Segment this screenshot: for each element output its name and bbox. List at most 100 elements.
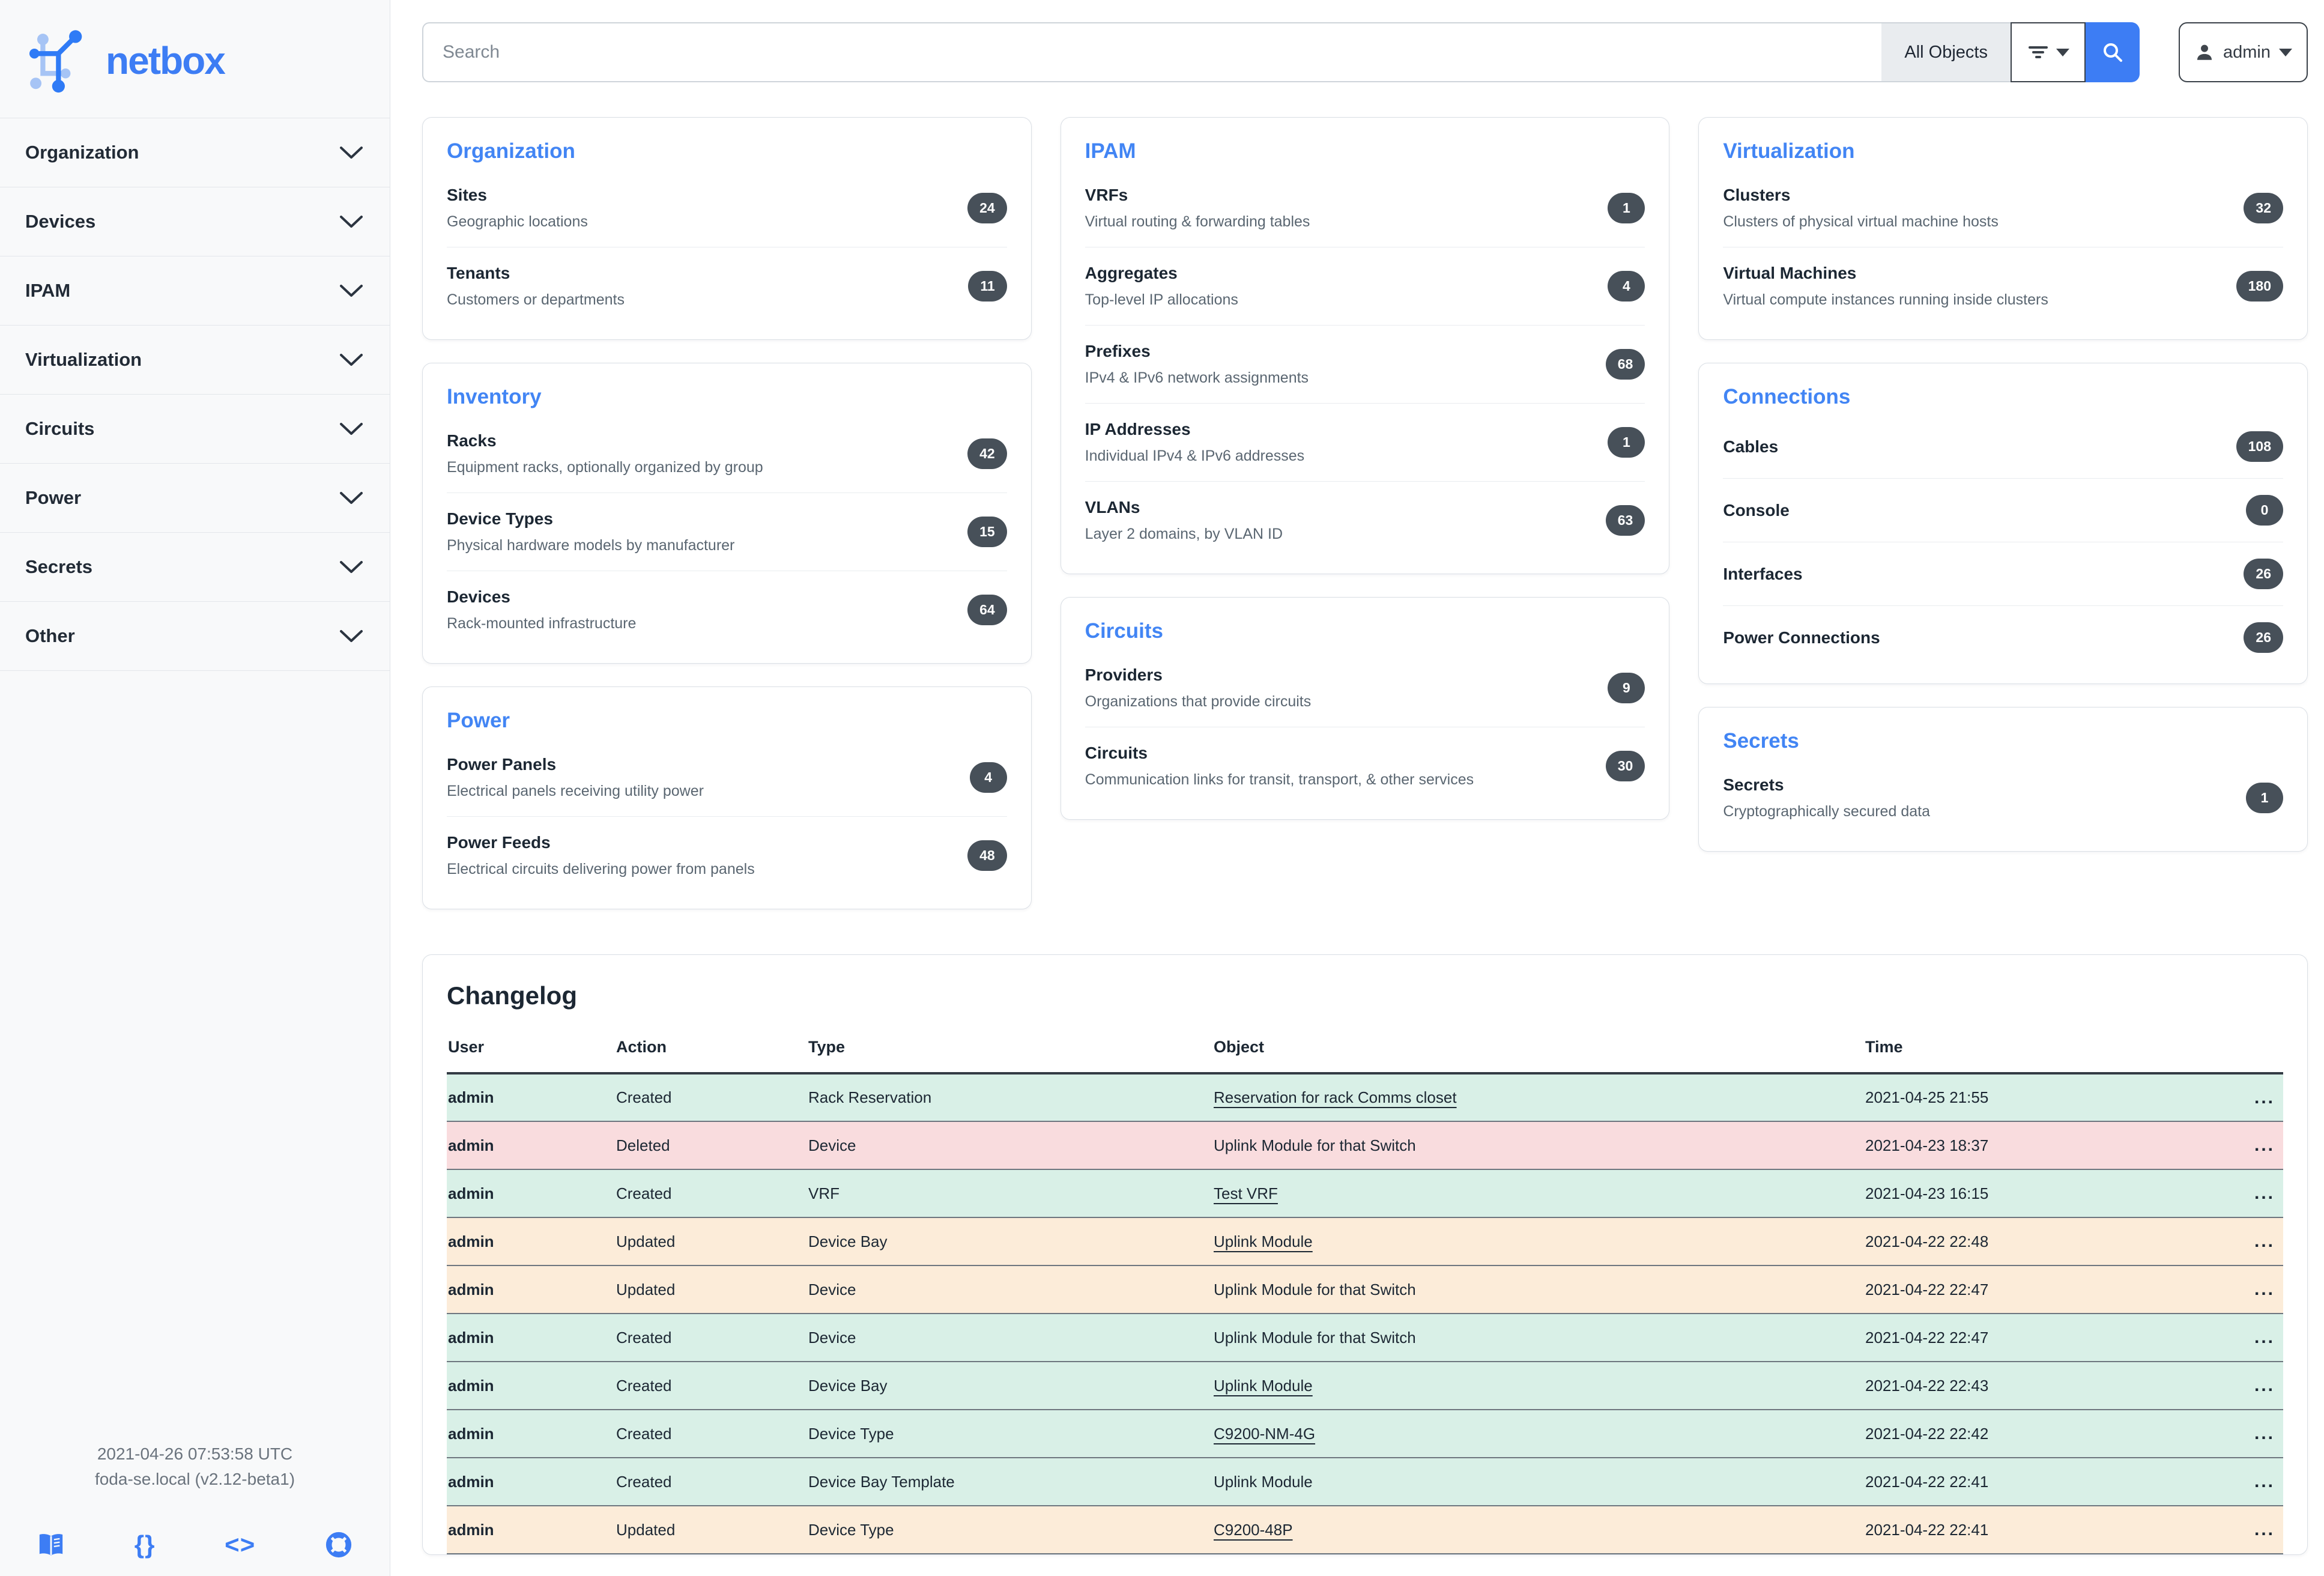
card-item-link[interactable]: Aggregates [1085,264,1178,282]
sidebar-item-circuits[interactable]: Circuits [0,395,390,464]
cell-user: admin [448,1328,494,1347]
card-item-link[interactable]: Providers [1085,665,1163,684]
row-actions-ellipsis[interactable]: ... [2254,1087,2275,1108]
card-item-link[interactable]: Console [1723,500,1790,520]
row-actions-ellipsis[interactable]: ... [2254,1279,2275,1299]
row-actions-ellipsis[interactable]: ... [2254,1183,2275,1203]
rest-api-braces-icon[interactable]: {} [135,1530,156,1559]
count-badge[interactable]: 1 [2246,783,2284,813]
count-badge[interactable]: 26 [2244,622,2284,653]
card-item-link[interactable]: Power Feeds [447,833,551,852]
search-input[interactable] [422,22,1882,82]
card-item-power-connections: Power Connections 26 [1723,605,2284,669]
card-item-link[interactable]: Prefixes [1085,342,1151,360]
row-actions-ellipsis[interactable]: ... [2254,1231,2275,1251]
card-item-link[interactable]: Power Panels [447,755,557,774]
count-badge[interactable]: 63 [1605,505,1645,536]
dashboard-grid: Organization Sites Geographic locations 24 T… [422,117,2308,909]
row-actions-ellipsis[interactable]: ... [2254,1520,2275,1539]
object-link[interactable]: Uplink Module [1214,1376,1313,1395]
sidebar-item-devices[interactable]: Devices [0,187,390,256]
count-badge[interactable]: 26 [2244,559,2284,589]
count-badge[interactable]: 4 [969,762,1007,793]
count-badge[interactable]: 1 [1608,427,1645,458]
count-badge[interactable]: 9 [1608,673,1645,703]
card-item-link[interactable]: Devices [447,587,510,606]
support-lifebuoy-icon[interactable] [325,1531,353,1559]
card-item-link[interactable]: Racks [447,431,497,450]
object-link[interactable]: Uplink Module [1214,1232,1313,1250]
count-badge[interactable]: 180 [2236,271,2284,302]
count-badge[interactable]: 11 [968,271,1007,302]
card-item-text: Providers Organizations that provide circ… [1085,665,1312,711]
count-badge[interactable]: 15 [967,517,1007,547]
card-title-inventory[interactable]: Inventory [447,385,542,408]
card-circuits: Circuits Providers Organizations that prov… [1060,597,1670,820]
card-item-tenants: Tenants Customers or departments 11 [447,247,1007,325]
card-title-virtualization[interactable]: Virtualization [1723,139,1855,163]
card-item-link[interactable]: Clusters [1723,186,1791,204]
filter-button[interactable] [2011,22,2086,82]
count-badge[interactable]: 64 [967,595,1007,625]
object-type-dropdown[interactable]: All Objects [1881,22,2011,82]
count-badge[interactable]: 4 [1608,271,1645,302]
count-badge[interactable]: 42 [967,438,1007,469]
card-title-organization[interactable]: Organization [447,139,575,163]
code-icon[interactable]: <> [225,1530,255,1559]
row-actions-ellipsis[interactable]: ... [2254,1327,2275,1347]
cell-action: Updated [616,1232,676,1250]
card-item-link[interactable]: Circuits [1085,744,1148,762]
card-title-connections[interactable]: Connections [1723,385,1851,408]
row-actions-ellipsis[interactable]: ... [2254,1135,2275,1155]
card-title-circuits[interactable]: Circuits [1085,619,1163,643]
card-item-link[interactable]: Tenants [447,264,510,282]
count-badge[interactable]: 0 [2246,495,2284,526]
card-item-description: Customers or departments [447,291,625,308]
object-link[interactable]: C9200-48P [1214,1520,1293,1539]
card-title-ipam[interactable]: IPAM [1085,139,1136,163]
card-item-description: Layer 2 domains, by VLAN ID [1085,526,1283,542]
column-header-actions [2158,1038,2283,1074]
sidebar-item-secrets[interactable]: Secrets [0,533,390,602]
card-item-link[interactable]: Sites [447,186,487,204]
row-actions-ellipsis[interactable]: ... [2254,1423,2275,1443]
cell-actions: ... [2158,1217,2283,1265]
brand-logo[interactable]: netbox [0,0,390,118]
row-actions-ellipsis[interactable]: ... [2254,1471,2275,1491]
object-link[interactable]: Test VRF [1214,1184,1278,1202]
card-item-link[interactable]: Power Connections [1723,628,1880,647]
sidebar-item-ipam[interactable]: IPAM [0,256,390,326]
card-item-link[interactable]: Device Types [447,509,553,528]
object-link[interactable]: C9200-NM-4G [1214,1424,1316,1443]
count-badge[interactable]: 30 [1605,751,1645,781]
user-menu-button[interactable]: admin [2179,22,2308,82]
count-badge[interactable]: 24 [967,193,1007,223]
docs-book-icon[interactable] [37,1531,65,1559]
search-button[interactable] [2086,22,2140,82]
card-item-link[interactable]: Secrets [1723,775,1784,794]
sidebar-item-power[interactable]: Power [0,464,390,533]
cell-action: Updated [616,1520,676,1539]
card-title-secrets[interactable]: Secrets [1723,729,1799,753]
count-badge[interactable]: 32 [2244,193,2284,223]
card-item-description: Organizations that provide circuits [1085,693,1312,710]
card-item-link[interactable]: Cables [1723,437,1779,456]
card-item-link[interactable]: VLANs [1085,498,1140,517]
sidebar-item-virtualization[interactable]: Virtualization [0,326,390,395]
count-badge[interactable]: 48 [967,840,1007,871]
sidebar-item-other[interactable]: Other [0,602,390,671]
row-actions-ellipsis[interactable]: ... [2254,1375,2275,1395]
card-item-link[interactable]: Virtual Machines [1723,264,1857,282]
count-badge[interactable]: 108 [2236,431,2284,462]
sidebar-item-organization[interactable]: Organization [0,118,390,187]
card-item-link[interactable]: Interfaces [1723,564,1803,583]
count-badge[interactable]: 68 [1605,349,1645,380]
card-title-power[interactable]: Power [447,709,510,732]
card-item-link[interactable]: VRFs [1085,186,1128,204]
sidebar-item-label: IPAM [25,280,71,301]
card-item-power-panels: Power Panels Electrical panels receiving … [447,739,1007,816]
object-link[interactable]: Reservation for rack Comms closet [1214,1088,1457,1106]
card-item-link[interactable]: IP Addresses [1085,420,1191,438]
chevron-down-icon [2279,48,2292,56]
count-badge[interactable]: 1 [1608,193,1645,223]
